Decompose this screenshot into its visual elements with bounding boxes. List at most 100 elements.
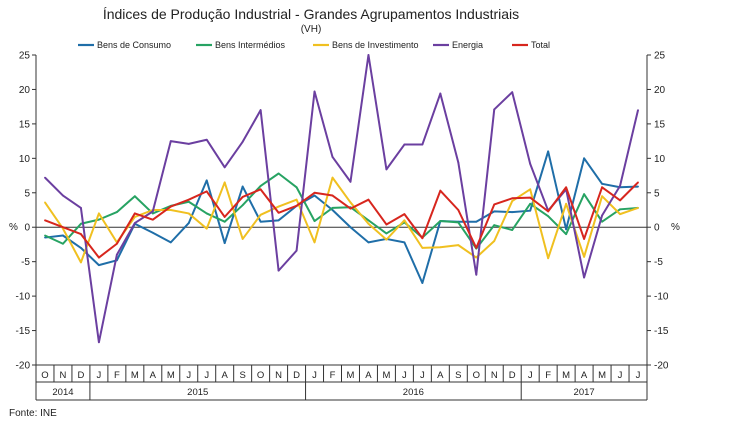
data-point-bens-de-investimento — [187, 212, 190, 215]
data-point-energia — [529, 162, 532, 165]
data-point-bens-de-consumo — [547, 150, 550, 153]
data-point-bens-de-investimento — [295, 198, 298, 201]
chart-legend: Bens de Consumo Bens Intermédios Bens de I… — [78, 40, 550, 50]
data-point-total — [80, 233, 82, 236]
month-label: F — [330, 370, 336, 381]
month-label: J — [528, 370, 533, 381]
data-point-total — [367, 198, 370, 201]
data-point-bens-intermedios — [97, 218, 100, 221]
data-point-total — [205, 190, 208, 193]
month-label: A — [581, 370, 588, 381]
data-point-total — [475, 246, 478, 249]
data-point-energia — [601, 214, 603, 217]
data-point-total — [421, 237, 424, 240]
data-point-bens-de-investimento — [457, 244, 460, 247]
data-point-bens-de-consumo — [169, 241, 172, 244]
data-point-energia — [241, 140, 244, 143]
month-label: A — [365, 370, 372, 381]
data-point-bens-de-consumo — [493, 210, 496, 213]
data-point-total — [331, 194, 334, 197]
data-point-bens-de-investimento — [277, 205, 280, 208]
data-point-bens-intermedios — [601, 220, 603, 223]
y-tick-label-right: -10 — [654, 292, 669, 303]
data-point-energia — [62, 194, 64, 197]
month-label: N — [60, 370, 67, 381]
data-point-total — [493, 203, 496, 206]
data-point-energia — [44, 176, 46, 179]
month-label: O — [257, 370, 264, 381]
month-label: D — [293, 370, 300, 381]
month-label: J — [312, 370, 317, 381]
data-point-bens-de-investimento — [44, 201, 46, 204]
data-point-bens-de-consumo — [583, 157, 586, 160]
data-point-total — [565, 186, 568, 189]
data-point-total — [637, 181, 639, 184]
series-line-bens-de-investimento — [44, 176, 639, 264]
data-point-bens-intermedios — [241, 204, 244, 207]
y-tick-label-left: 15 — [19, 119, 31, 130]
data-point-bens-de-investimento — [80, 261, 82, 264]
year-label: 2015 — [187, 387, 208, 398]
data-point-total — [151, 218, 154, 221]
data-point-bens-intermedios — [133, 195, 136, 198]
data-point-bens-de-consumo — [367, 241, 370, 244]
data-point-bens-intermedios — [331, 207, 334, 209]
data-point-bens-intermedios — [223, 220, 226, 223]
month-label: D — [77, 370, 84, 381]
data-point-bens-de-consumo — [44, 236, 46, 239]
y-tick-label-right: -15 — [654, 326, 669, 337]
data-point-energia — [511, 91, 514, 94]
data-point-bens-de-consumo — [403, 241, 406, 244]
data-point-energia — [313, 90, 316, 93]
data-point-total — [457, 209, 460, 211]
data-point-bens-de-consumo — [80, 246, 82, 249]
data-point-energia — [367, 54, 370, 56]
data-point-total — [187, 198, 190, 201]
data-point-total — [169, 205, 172, 208]
data-point-energia — [421, 143, 424, 146]
month-label: M — [382, 370, 390, 381]
y-axis-left-unit: % — [9, 222, 18, 233]
data-point-total — [529, 196, 532, 199]
month-label: M — [131, 370, 139, 381]
month-label: N — [491, 370, 498, 381]
legend-label: Total — [531, 40, 550, 50]
data-point-bens-de-investimento — [349, 201, 352, 204]
data-point-bens-intermedios — [151, 212, 154, 215]
month-label: F — [114, 370, 120, 381]
y-tick-label-right: 15 — [654, 119, 666, 130]
year-label: 2016 — [403, 387, 424, 398]
series-line-total — [44, 181, 639, 259]
year-label: 2017 — [574, 387, 595, 398]
data-point-energia — [277, 269, 280, 272]
y-tick-label-right: 10 — [654, 154, 666, 165]
legend-label: Bens de Investimento — [332, 40, 419, 50]
data-point-energia — [223, 166, 226, 169]
data-point-bens-de-investimento — [529, 188, 532, 191]
y-tick-label-left: 5 — [24, 188, 30, 199]
data-point-bens-de-investimento — [259, 213, 262, 216]
data-point-bens-de-consumo — [565, 228, 568, 231]
y-tick-label-left: 0 — [24, 223, 30, 234]
data-point-total — [601, 186, 603, 189]
data-point-energia — [475, 273, 478, 276]
y-tick-label-left: -15 — [16, 326, 31, 337]
data-point-bens-de-investimento — [97, 212, 100, 215]
month-label: A — [222, 370, 229, 381]
data-point-energia — [637, 109, 639, 112]
data-point-total — [277, 211, 280, 214]
data-point-bens-de-consumo — [529, 209, 532, 212]
y-tick-label-left: 20 — [19, 85, 31, 96]
data-point-total — [313, 191, 316, 194]
data-point-bens-de-investimento — [619, 213, 621, 216]
data-point-energia — [403, 143, 406, 146]
month-label: A — [150, 370, 157, 381]
data-point-bens-intermedios — [583, 193, 586, 196]
data-point-bens-intermedios — [277, 172, 280, 175]
data-point-bens-de-investimento — [547, 257, 550, 260]
data-point-total — [133, 212, 136, 215]
data-point-bens-de-consumo — [97, 264, 100, 267]
data-point-bens-de-investimento — [511, 200, 514, 202]
